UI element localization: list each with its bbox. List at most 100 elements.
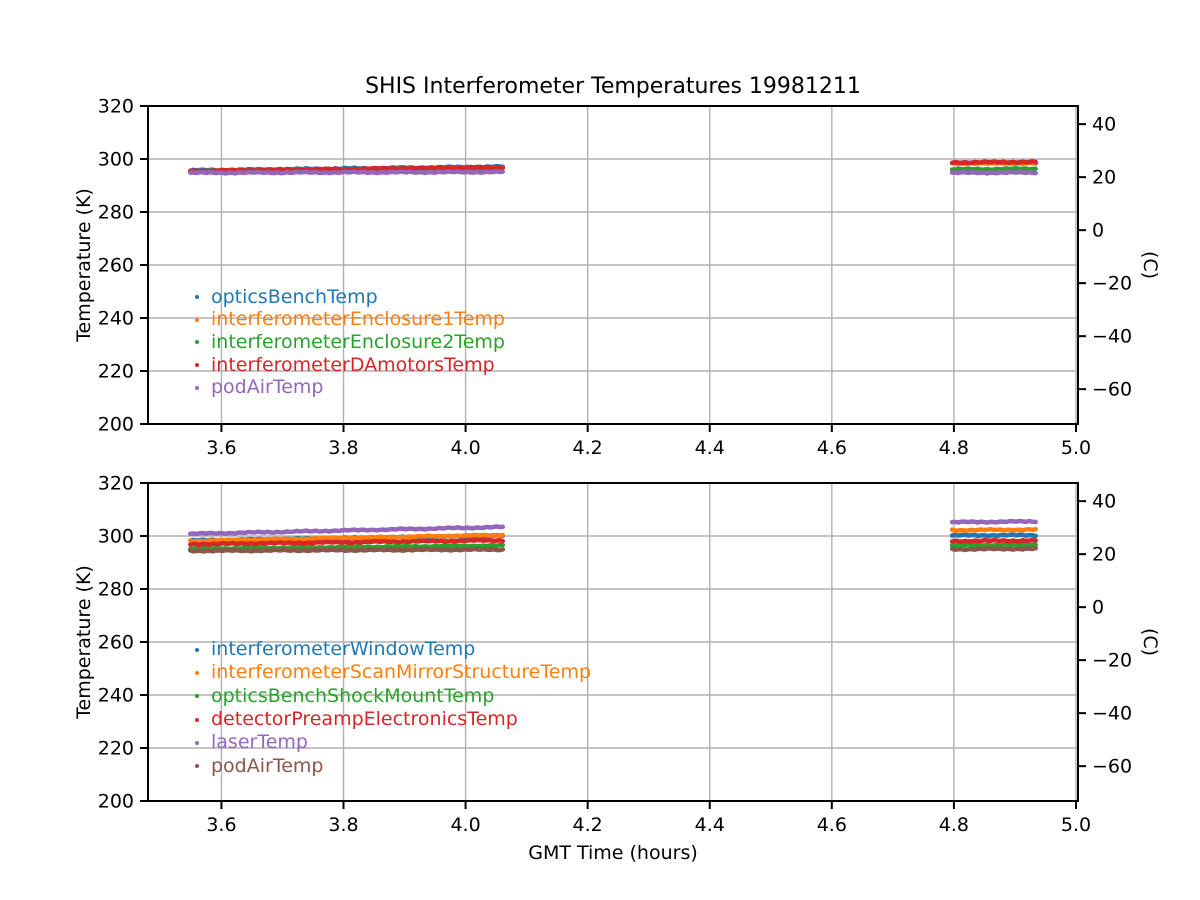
- x-tick-label: 4.0: [450, 814, 480, 836]
- legend-item: podAirTemp: [189, 754, 591, 777]
- x-tick-label: 5.0: [1061, 437, 1091, 459]
- data-band: [188, 537, 506, 548]
- y-tick-label-kelvin: 240: [98, 308, 134, 330]
- legend-label: interferometerWindowTemp: [211, 638, 476, 661]
- y-tick-label-celsius: 0: [1092, 220, 1104, 242]
- chart-title: SHIS Interferometer Temperatures 1998121…: [365, 74, 861, 99]
- x-tick-label: 3.6: [206, 437, 236, 459]
- legend-item: detectorPreampElectronicsTemp: [189, 708, 591, 731]
- legend-item: interferometerWindowTemp: [189, 638, 591, 661]
- y-tick-label-kelvin: 280: [98, 579, 134, 601]
- legend-label: laserTemp: [211, 731, 308, 754]
- x-tick-label: 4.6: [817, 814, 847, 836]
- series-podAirTemp: [188, 168, 1038, 176]
- series-interferometerScanMirrorStructureTemp: [188, 526, 1038, 544]
- celsius-axis-label-bottom: (C): [1139, 627, 1161, 657]
- data-band: [188, 164, 506, 174]
- x-tick-label: 4.8: [939, 814, 969, 836]
- legend-label: interferometerDAmotorsTemp: [211, 353, 495, 376]
- x-axis-label: GMT Time (hours): [528, 842, 698, 864]
- x-tick-label: 4.6: [817, 437, 847, 459]
- y-tick-label-celsius: −20: [1092, 650, 1132, 672]
- legend-item: opticsBenchTemp: [189, 286, 505, 309]
- x-tick-label: 4.0: [450, 437, 480, 459]
- legend-label: interferometerScanMirrorStructureTemp: [211, 661, 592, 684]
- legend-item: podAirTemp: [189, 376, 505, 399]
- y-tick-label-kelvin: 300: [98, 526, 134, 548]
- y-tick-label-kelvin: 240: [98, 685, 134, 707]
- legend-marker-dot: [195, 740, 199, 745]
- y-tick-label-celsius: 40: [1092, 491, 1116, 513]
- x-tick-label: 4.2: [573, 437, 603, 459]
- y-tick-label-celsius: 20: [1092, 167, 1116, 189]
- x-tick-label: 3.8: [328, 437, 358, 459]
- x-tick-label: 3.6: [206, 814, 236, 836]
- y-tick-label-celsius: −20: [1092, 273, 1132, 295]
- legend-marker-dot: [195, 764, 199, 769]
- celsius-axis-label-top: (C): [1139, 250, 1161, 280]
- y-tick-label-kelvin: 220: [98, 361, 134, 383]
- y-tick-label-celsius: 40: [1092, 114, 1116, 136]
- y-tick-label-celsius: 20: [1092, 544, 1116, 566]
- x-tick-label: 5.0: [1061, 814, 1091, 836]
- tick-marks: [140, 105, 1086, 432]
- legend-label: detectorPreampElectronicsTemp: [211, 708, 518, 731]
- legend-item: interferometerEnclosure1Temp: [189, 309, 505, 332]
- y-tick-label-celsius: −60: [1092, 756, 1132, 778]
- data-band: [949, 532, 1038, 539]
- legend-marker-dot: [195, 295, 199, 300]
- legend-bottom: interferometerWindowTemp interferometerS…: [189, 638, 591, 778]
- y-tick-label-kelvin: 260: [98, 632, 134, 654]
- legend-label: interferometerEnclosure1Temp: [211, 308, 505, 331]
- y-tick-label-celsius: 0: [1092, 597, 1104, 619]
- y-tick-label-kelvin: 200: [98, 791, 134, 813]
- y-tick-label-kelvin: 300: [98, 149, 134, 171]
- x-tick-label: 3.8: [328, 814, 358, 836]
- y-tick-label-kelvin: 280: [98, 202, 134, 224]
- y-tick-label-celsius: −40: [1092, 703, 1132, 725]
- y-tick-label-kelvin: 260: [98, 255, 134, 277]
- legend-label: interferometerEnclosure2Temp: [211, 330, 505, 353]
- y-axis-label-top: Temperature (K): [73, 188, 95, 342]
- data-band: [949, 526, 1038, 533]
- legend-marker-dot: [195, 670, 199, 675]
- data-band: [949, 158, 1038, 166]
- legend-marker-dot: [195, 317, 199, 322]
- data-band: [188, 532, 506, 544]
- y-tick-label-kelvin: 320: [98, 473, 134, 495]
- legend-marker-dot: [195, 363, 199, 368]
- y-tick-label-kelvin: 220: [98, 738, 134, 760]
- legend-label: opticsBenchTemp: [211, 285, 378, 308]
- legend-item: interferometerDAmotorsTemp: [189, 354, 505, 377]
- data-band: [949, 545, 1038, 553]
- tick-marks: [140, 482, 1086, 809]
- legend-item: interferometerScanMirrorStructureTemp: [189, 661, 591, 684]
- y-tick-label-celsius: −60: [1092, 379, 1132, 401]
- x-tick-label: 4.2: [573, 814, 603, 836]
- legend-marker-dot: [195, 385, 199, 390]
- legend-item: interferometerEnclosure2Temp: [189, 331, 505, 354]
- data-band: [188, 546, 506, 554]
- tick-labels: 3.6 3.8 4.0 4.2 4.4 4.6 4.8 5.02002202402602803…: [98, 473, 1132, 837]
- legend-item: opticsBenchShockMountTemp: [189, 685, 591, 708]
- legend-marker-dot: [195, 694, 199, 699]
- data-band: [949, 541, 1038, 548]
- y-axis-label-bottom: Temperature (K): [73, 565, 95, 719]
- legend-item: laserTemp: [189, 731, 591, 754]
- data-band: [949, 537, 1038, 544]
- series-laserTemp: [188, 518, 1038, 537]
- y-tick-label-celsius: −40: [1092, 326, 1132, 348]
- legend-marker-dot: [195, 717, 199, 722]
- top-plot: 3.6 3.8 4.0 4.2 4.4 4.6 4.8 5.02002202402602803…: [98, 96, 1132, 460]
- legend-top: opticsBenchTemp interferometerEnclosure1…: [189, 286, 505, 399]
- legend-label: opticsBenchShockMountTemp: [211, 684, 495, 707]
- series-podAirTemp: [188, 545, 1038, 554]
- data-band: [188, 524, 506, 537]
- data-band: [188, 542, 506, 552]
- grid: [148, 105, 1078, 425]
- data-band: [949, 518, 1038, 525]
- y-tick-label-kelvin: 320: [98, 96, 134, 118]
- tick-labels: 3.6 3.8 4.0 4.2 4.4 4.6 4.8 5.02002202402602803…: [98, 96, 1132, 460]
